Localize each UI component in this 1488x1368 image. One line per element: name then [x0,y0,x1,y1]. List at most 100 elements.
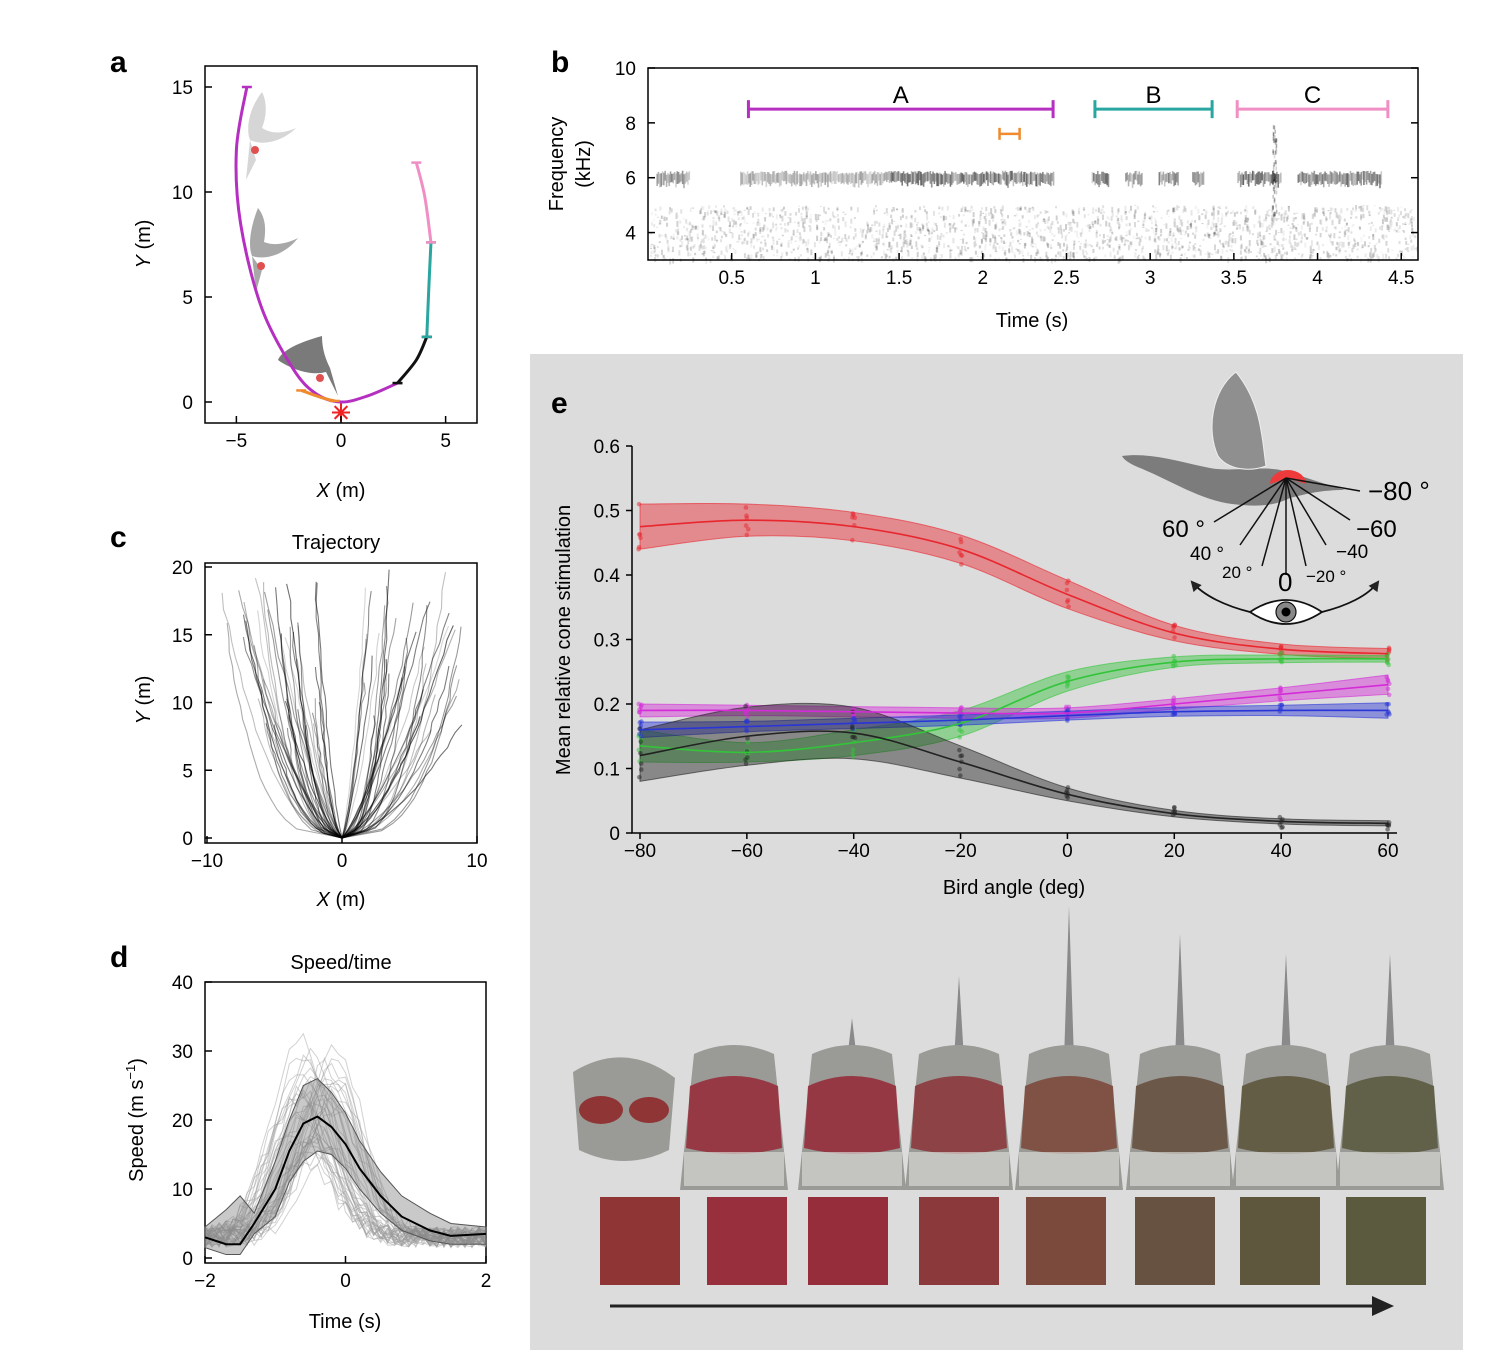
spectrogram-noise [675,214,678,220]
spectrogram-energy [948,173,950,184]
spectrogram-chirp [1274,159,1277,164]
spectrogram-noise [1217,216,1220,223]
spectrogram-noise [1207,219,1210,225]
spectrogram-noise [1329,239,1332,242]
spectrogram-noise [905,239,908,245]
spectrogram-noise [1374,228,1377,233]
spectrogram-noise [933,253,936,256]
spectrogram-noise [701,206,704,210]
spectrogram-noise [1084,243,1087,249]
sample-dot-red [1064,587,1070,593]
spectrogram-energy [1310,171,1313,185]
spectrogram-energy [1372,172,1375,183]
spectrogram-noise [1259,247,1262,253]
spectrogram-energy [967,174,969,187]
spectrogram-energy [949,174,952,187]
spectrogram-noise [1094,220,1097,223]
spectrogram-noise [1172,208,1175,212]
spectrogram-energy [844,173,847,182]
speed-trace [204,1135,487,1248]
spectrogram-noise [1174,222,1177,229]
spectrogram-noise [720,211,723,215]
spectrogram-energy [847,174,849,185]
spectrogram-noise [1201,213,1204,215]
trajectory-line [242,614,343,839]
spectrogram-noise [1046,218,1049,224]
sample-dot-black [743,761,749,767]
spectrogram-noise [823,227,826,231]
color-swatch [1346,1197,1426,1285]
spectrogram-noise [963,245,966,251]
trajectory-line [242,636,343,839]
spectrogram-energy [1038,173,1040,185]
spectrogram-noise [1225,211,1228,215]
spectrogram-energy [868,171,871,184]
spectrogram-noise [756,251,759,254]
spectrogram-energy [1096,170,1099,185]
spectrogram-noise [728,225,731,228]
spectrogram-noise [1330,233,1333,236]
spectrogram-noise [706,236,709,238]
spectrogram-energy [905,173,908,184]
spectrogram-energy [1052,171,1055,186]
spectrogram-noise [828,245,831,249]
x-tick-label: 1.5 [886,268,912,289]
spectrogram-noise [875,230,878,233]
spectrogram-noise [1085,253,1088,256]
spectrogram-noise [1287,215,1290,220]
spectrogram-noise [1177,240,1180,246]
spectrogram-noise [718,254,721,260]
spectrogram-energy [1352,172,1354,187]
spectrogram-noise [1297,253,1300,255]
spectrogram-energy [859,171,861,181]
spectrogram-energy [683,174,685,189]
spectrogram-noise [1169,254,1172,260]
panel-b-ylabel-line1: Frequency [546,117,568,212]
spectrogram-noise [1087,213,1090,216]
spectrogram-noise [1360,213,1363,219]
spectrogram-energy [1201,173,1203,185]
spectrogram-energy [876,172,879,186]
spectrogram-noise [691,224,694,231]
spectrogram-noise [1031,238,1034,244]
sample-dot-magenta [743,711,748,716]
spectrogram-noise [1040,236,1043,242]
spectrogram-noise [824,238,827,241]
spectrogram-noise [1000,206,1003,212]
spectrogram-noise [757,218,760,224]
spectrogram-noise [1385,234,1388,238]
spectrogram-noise [1068,226,1071,231]
spectrogram-noise [767,234,770,238]
spectrogram-noise [1219,207,1222,209]
trajectory-line [341,665,458,839]
trajectory-line [341,666,406,839]
spectrogram-noise [974,228,977,234]
spectrogram-noise [1155,228,1158,230]
spectrogram-noise [1285,213,1288,215]
spectrogram-noise [1177,206,1180,208]
spectrogram-noise [924,234,927,237]
spectrogram-noise [1129,228,1132,231]
trajectory-line [314,581,343,839]
spectrogram-noise [1232,221,1235,226]
spectrogram-noise [1138,241,1141,246]
spectrogram-noise [1084,250,1087,253]
spectrogram-noise [670,235,673,240]
spectrogram-noise [1342,242,1345,248]
spectrogram-energy [748,173,750,184]
spectrogram-noise [916,252,919,258]
spectrogram-noise [1219,223,1222,225]
spectrogram-noise [1001,205,1004,212]
spectrogram-chirp [1272,205,1274,210]
spectrogram-noise [1233,212,1236,217]
spectrogram-chirp [1275,209,1278,214]
spectrogram-noise [1256,243,1259,246]
spectrogram-noise [1213,244,1216,251]
spectrogram-noise [1031,228,1034,230]
spectrogram-noise [682,217,685,220]
spectrogram-noise [1404,214,1407,219]
spectrogram-noise [1108,244,1111,248]
spectrogram-noise [1287,224,1290,226]
spectrogram-noise [927,229,930,232]
spectrogram-noise [798,244,801,248]
